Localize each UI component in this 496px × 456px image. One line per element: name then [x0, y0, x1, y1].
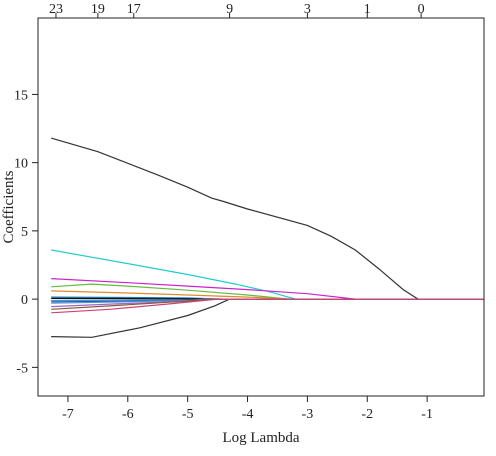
y-tick-label: 10: [14, 157, 28, 172]
coefficient-path-1: [51, 137, 484, 300]
top-tick-label: 9: [226, 2, 233, 17]
plot-frame: [37, 17, 485, 397]
x-tick-label: -4: [242, 407, 254, 422]
x-tick-label: -6: [122, 407, 134, 422]
x-axis: -7 -6 -5 -4 -3 -2 -1: [62, 396, 433, 422]
y-axis-label: Coefficients: [1, 170, 17, 243]
y-tick-label: 5: [21, 225, 28, 240]
y-tick-label: -5: [16, 361, 28, 376]
x-axis-label: Log Lambda: [222, 430, 299, 446]
y-axis: -5 0 5 10 15: [14, 88, 38, 376]
series-layer: [51, 137, 484, 338]
coefficient-path-4: [51, 278, 484, 300]
y-tick-label: 0: [21, 293, 28, 308]
x-tick-label: -1: [421, 407, 433, 422]
x-tick-label: -5: [182, 407, 194, 422]
top-tick-label: 17: [127, 2, 141, 17]
x-tick-label: -2: [361, 407, 373, 422]
top-axis: 23 19 17 9 3 1 0: [49, 2, 425, 18]
coefficient-path-2: [51, 298, 484, 338]
top-tick-label: 1: [364, 2, 371, 17]
top-tick-label: 3: [304, 2, 311, 17]
y-tick-label: 15: [14, 88, 28, 103]
top-tick-label: 19: [91, 2, 105, 17]
x-tick-label: -7: [62, 407, 74, 422]
x-tick-label: -3: [302, 407, 314, 422]
top-tick-label: 23: [49, 2, 63, 17]
coefficient-path-14: [51, 298, 484, 314]
coefficient-path-3: [51, 249, 484, 300]
top-tick-label: 0: [418, 2, 425, 17]
